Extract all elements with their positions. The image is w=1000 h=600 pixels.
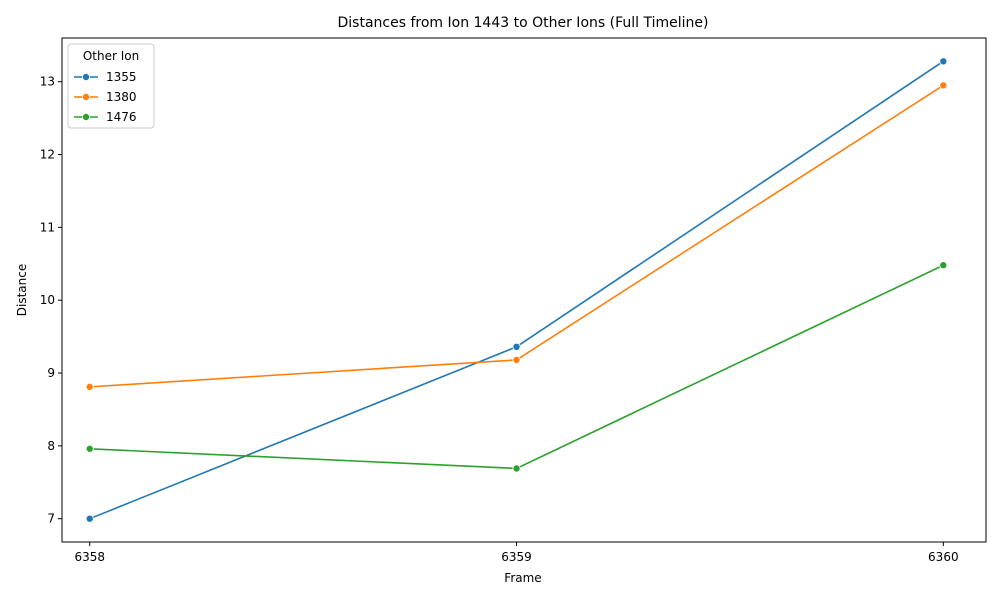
y-axis: 7 8 9 10 11 12 13 xyxy=(40,75,62,526)
x-tick-label: 6359 xyxy=(501,550,532,564)
data-point xyxy=(85,382,94,391)
series-1355 xyxy=(85,57,948,523)
y-tick-label: 13 xyxy=(40,75,55,89)
x-tick-label: 6360 xyxy=(928,550,959,564)
legend-marker xyxy=(82,73,91,82)
data-point xyxy=(85,444,94,453)
data-point xyxy=(512,464,521,473)
series-line-1476 xyxy=(89,264,944,470)
data-point xyxy=(939,81,948,90)
plot-area-frame xyxy=(61,37,987,543)
legend-title: Other Ion xyxy=(83,49,139,63)
legend: Other Ion 1355 1380 1476 xyxy=(67,43,155,129)
legend-marker xyxy=(82,93,91,102)
legend-label: 1476 xyxy=(106,110,137,124)
legend-items: 1355 1380 1476 xyxy=(74,70,137,124)
chart-title: Distances from Ion 1443 to Other Ions (F… xyxy=(338,15,709,31)
x-axis: 6358 6359 6360 xyxy=(74,542,959,564)
series-1476 xyxy=(85,261,948,473)
y-axis-label: Distance xyxy=(15,264,29,316)
y-tick-label: 9 xyxy=(47,366,55,380)
data-point xyxy=(512,355,521,364)
data-point xyxy=(939,261,948,270)
y-tick-label: 7 xyxy=(47,512,55,526)
legend-item-1380: 1380 xyxy=(74,90,137,104)
series-layer xyxy=(85,57,948,523)
y-tick-label: 10 xyxy=(40,293,55,307)
legend-box xyxy=(67,43,155,129)
y-tick-label: 11 xyxy=(40,220,55,234)
series-line-1380 xyxy=(89,84,944,388)
data-point xyxy=(85,514,94,523)
series-1380 xyxy=(85,81,948,391)
data-point xyxy=(512,342,521,351)
y-tick-label: 12 xyxy=(40,148,55,162)
legend-item-1355: 1355 xyxy=(74,70,137,84)
series-line-1355 xyxy=(89,60,944,520)
legend-label: 1355 xyxy=(106,70,137,84)
legend-item-1476: 1476 xyxy=(74,110,137,124)
legend-marker xyxy=(82,113,91,122)
data-point xyxy=(939,57,948,66)
legend-label: 1380 xyxy=(106,90,137,104)
x-axis-label: Frame xyxy=(504,571,541,585)
x-tick-label: 6358 xyxy=(74,550,105,564)
y-tick-label: 8 xyxy=(47,439,55,453)
